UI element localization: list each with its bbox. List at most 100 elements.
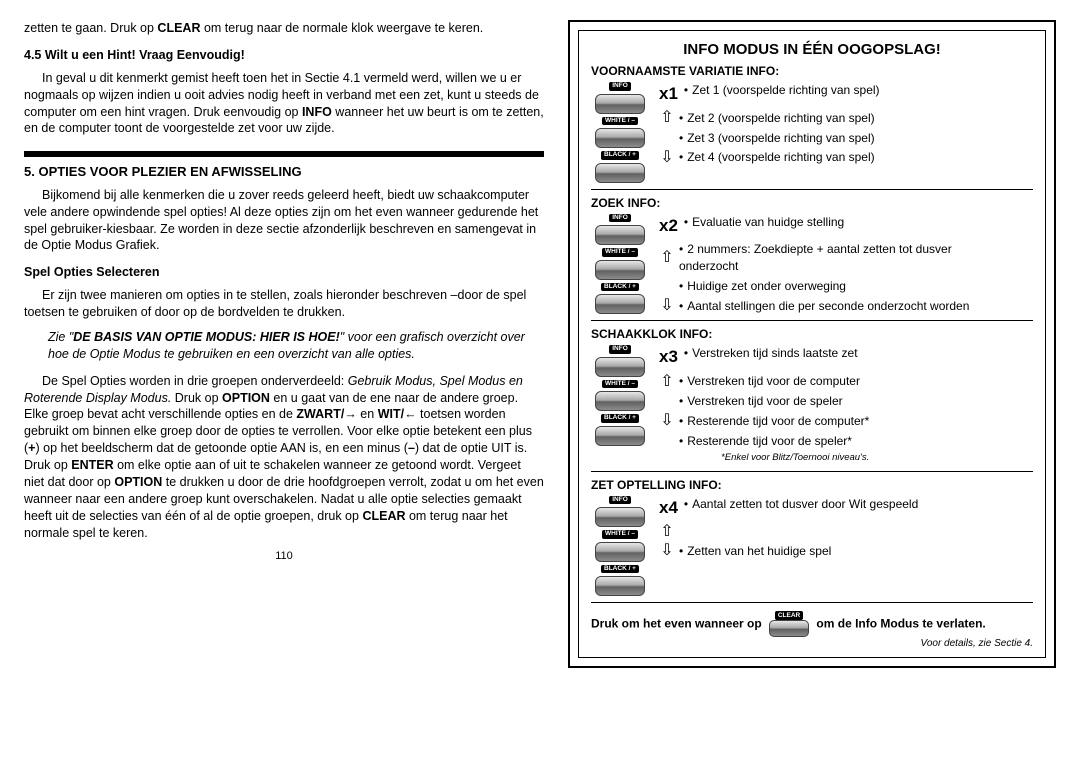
sec3-text: x3 Verstreken tijd sinds laatste zet ⇧Ve… xyxy=(659,345,869,464)
paragraph-4-5: In geval u dit kenmerkt gemist heeft toe… xyxy=(24,70,544,138)
footer-b: om de Info Modus te verlaten. xyxy=(816,617,985,631)
arrow-up-icon: ⇧ xyxy=(659,110,675,126)
sec3-note: *Enkel voor Blitz/Toernooi niveau's. xyxy=(659,451,869,464)
sec1-arrow-lines: ⇧Zet 2 (voorspelde richting van spel) Ze… xyxy=(659,110,880,166)
divider xyxy=(591,471,1033,472)
info-button-label: INFO xyxy=(609,496,631,505)
sec2-arrow-lines: ⇧2 nummers: Zoekdiepte + aantal zetten t… xyxy=(659,241,1009,314)
arrow-down-icon: ⇩ xyxy=(659,543,675,559)
arrow-right-icon: → xyxy=(344,407,357,421)
sec3-arrow-lines: ⇧Verstreken tijd voor de computer Verstr… xyxy=(659,373,869,449)
pl-b: Druk op xyxy=(171,391,222,405)
sec2-text: x2 Evaluatie van huidge stelling ⇧2 numm… xyxy=(659,214,1009,315)
info-button-icon xyxy=(595,94,645,114)
sec2-buttons: INFO WHITE / – BLACK / + xyxy=(591,214,649,315)
sec3-buttons: INFO WHITE / – BLACK / + xyxy=(591,345,649,464)
paragraph-select: Er zijn twee manieren om opties in te st… xyxy=(24,287,544,321)
info-button-label: INFO xyxy=(609,82,631,91)
sec3-l0: Verstreken tijd voor de computer xyxy=(679,373,860,390)
info-button-icon xyxy=(595,507,645,527)
black-button-icon xyxy=(595,294,645,314)
sec2-l1: Huidige zet onder overweging xyxy=(679,278,846,295)
section-5-intro: Bijkomend bij alle kenmerken die u zover… xyxy=(24,187,544,255)
sec1-l1: Zet 3 (voorspelde richting van spel) xyxy=(679,130,875,147)
white-button-label: WHITE / – xyxy=(602,530,638,539)
sec2-first: Evaluatie van huidge stelling xyxy=(684,214,844,231)
section-5-heading: 5. OPTIES VOOR PLEZIER EN AFWISSELING xyxy=(24,163,544,181)
sec1-first: Zet 1 (voorspelde richting van spel) xyxy=(684,82,880,99)
pl-option: OPTION xyxy=(222,391,270,405)
sec3-title: SCHAAKKLOK INFO: xyxy=(591,327,1033,341)
info-panel-title: INFO MODUS IN ÉÉN OOGOPSLAG! xyxy=(591,41,1033,58)
footer-note: Druk om het even wanneer op CLEAR om de … xyxy=(591,611,1033,638)
page: zetten te gaan. Druk op CLEAR om terug n… xyxy=(0,0,1080,762)
pl-wit: WIT/ xyxy=(378,407,404,421)
sec2-xn: x2 xyxy=(659,214,678,238)
pl-zwart: ZWART/ xyxy=(296,407,344,421)
clear-button-label: CLEAR xyxy=(775,611,803,620)
info-button-label: INFO xyxy=(609,214,631,223)
intro-text-a: zetten te gaan. Druk op xyxy=(24,21,157,35)
info-button-icon xyxy=(595,357,645,377)
right-column: INFO MODUS IN ÉÉN OOGOPSLAG! VOORNAAMSTE… xyxy=(568,20,1056,752)
sec3-first: Verstreken tijd sinds laatste zet xyxy=(684,345,858,362)
sec2-title: ZOEK INFO: xyxy=(591,196,1033,210)
footer-a: Druk om het even wanneer op xyxy=(591,617,762,631)
sec1-l2: Zet 4 (voorspelde richting van spel) xyxy=(679,149,875,166)
divider xyxy=(591,602,1033,603)
sec2-row: INFO WHITE / – BLACK / + x2 Evaluatie va… xyxy=(591,214,1033,315)
black-button-icon xyxy=(595,163,645,183)
sec3-row: INFO WHITE / – BLACK / + x3 Verstreken t… xyxy=(591,345,1033,464)
italic-reference: Zie "DE BASIS VAN OPTIE MODUS: HIER IS H… xyxy=(48,329,544,363)
sec1-title: VOORNAAMSTE VARIATIE INFO: xyxy=(591,64,1033,78)
black-button-icon xyxy=(595,576,645,596)
italic-bold: DE BASIS VAN OPTIE MODUS: HIER IS HOE! xyxy=(73,330,339,344)
info-panel-outer: INFO MODUS IN ÉÉN OOGOPSLAG! VOORNAAMSTE… xyxy=(568,20,1056,668)
arrow-up-icon: ⇧ xyxy=(659,374,675,390)
sec3-first-line: x3 Verstreken tijd sinds laatste zet xyxy=(659,345,869,369)
pl-option2: OPTION xyxy=(114,475,162,489)
info-panel-inner: INFO MODUS IN ÉÉN OOGOPSLAG! VOORNAAMSTE… xyxy=(578,30,1046,658)
sec3-xn: x3 xyxy=(659,345,678,369)
intro-paragraph: zetten te gaan. Druk op CLEAR om terug n… xyxy=(24,20,544,37)
arrow-up-icon: ⇧ xyxy=(659,250,675,266)
sec4-title: ZET OPTELLING INFO: xyxy=(591,478,1033,492)
sec4-l0: Zetten van het huidige spel xyxy=(679,543,831,560)
arrow-up-icon: ⇧ xyxy=(659,524,675,540)
black-button-label: BLACK / + xyxy=(601,283,639,292)
sec1-buttons: INFO WHITE / – BLACK / + xyxy=(591,82,649,183)
arrow-down-icon: ⇩ xyxy=(659,150,675,166)
italic-a: Zie " xyxy=(48,330,73,344)
page-number: 110 xyxy=(24,549,544,564)
sec1-xn: x1 xyxy=(659,82,678,106)
white-button-label: WHITE / – xyxy=(602,117,638,126)
subheading-select: Spel Opties Selecteren xyxy=(24,264,544,281)
divider xyxy=(591,189,1033,190)
arrow-left-icon: ← xyxy=(404,407,417,421)
white-button-icon xyxy=(595,128,645,148)
white-button-icon xyxy=(595,391,645,411)
pl-f: ) op het beeldscherm dat de getoonde opt… xyxy=(35,441,407,455)
sec2-l0: 2 nummers: Zoekdiepte + aantal zetten to… xyxy=(679,241,1009,275)
black-button-icon xyxy=(595,426,645,446)
clear-button-wrap: CLEAR xyxy=(769,611,809,638)
arrow-down-icon: ⇩ xyxy=(659,298,675,314)
clear-button-icon xyxy=(769,620,809,637)
sec4-arrow-lines: ⇧ ⇩Zetten van het huidige spel xyxy=(659,524,918,560)
arrow-down-icon: ⇩ xyxy=(659,413,675,429)
sec1-first-line: x1 Zet 1 (voorspelde richting van spel) xyxy=(659,82,880,106)
sec2-l2: Aantal stellingen die per seconde onderz… xyxy=(679,298,969,315)
left-column: zetten te gaan. Druk op CLEAR om terug n… xyxy=(24,20,544,752)
footer-detail: Voor details, zie Sectie 4. xyxy=(591,638,1033,649)
white-button-icon xyxy=(595,260,645,280)
intro-text-b: om terug naar de normale klok weergave t… xyxy=(200,21,483,35)
sec4-text: x4 Aantal zetten tot dusver door Wit ges… xyxy=(659,496,918,597)
pl-a: De Spel Opties worden in drie groepen on… xyxy=(42,374,348,388)
sec4-first-line: x4 Aantal zetten tot dusver door Wit ges… xyxy=(659,496,918,520)
sec1-text: x1 Zet 1 (voorspelde richting van spel) … xyxy=(659,82,880,183)
black-button-label: BLACK / + xyxy=(601,565,639,574)
sec4-buttons: INFO WHITE / – BLACK / + xyxy=(591,496,649,597)
intro-clear-label: CLEAR xyxy=(157,21,200,35)
sec4-xn: x4 xyxy=(659,496,678,520)
white-button-label: WHITE / – xyxy=(602,248,638,257)
